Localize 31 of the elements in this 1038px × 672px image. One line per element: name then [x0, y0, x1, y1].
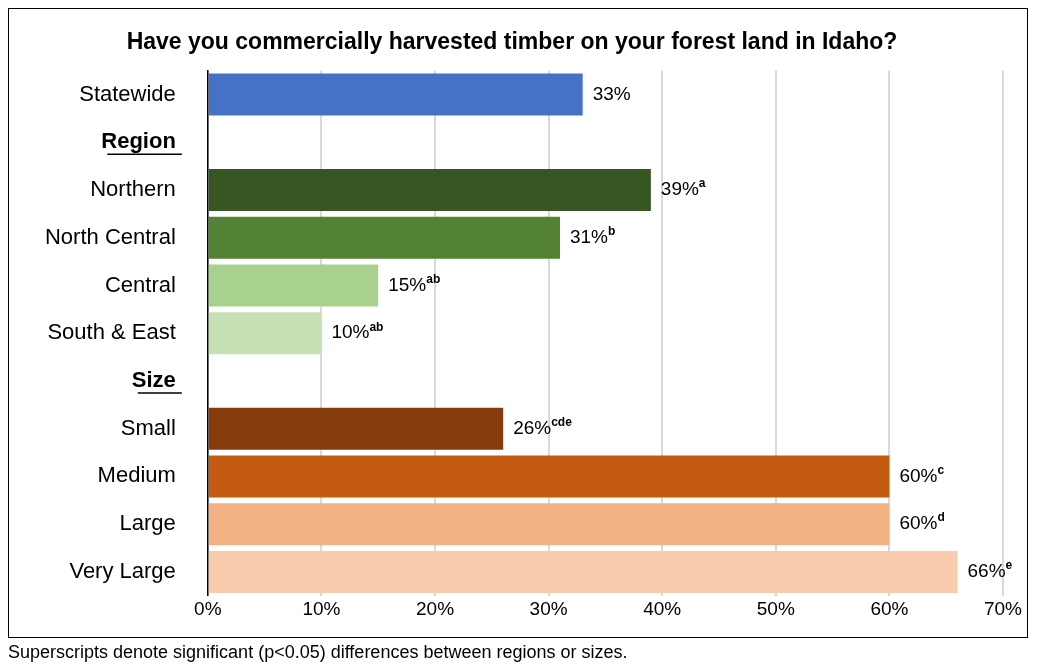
bar	[208, 312, 322, 355]
y-tick-label: Very Large	[69, 557, 176, 583]
data-label: 33%	[592, 82, 631, 104]
bar	[208, 407, 504, 450]
bar	[208, 455, 890, 498]
x-tick-label: 20%	[416, 598, 455, 620]
bar	[208, 503, 890, 546]
y-tick-label: Small	[120, 414, 176, 440]
y-tick-label: Northern	[90, 176, 176, 202]
text: Superscripts denote significant (p<0.05) differences between regions or sizes.	[8, 642, 629, 663]
y-tick-label: North Central	[44, 223, 176, 249]
y-tick-label: Statewide	[79, 80, 176, 106]
bar	[208, 168, 651, 211]
y-tick-label: Medium	[97, 462, 176, 488]
y-tick-label: Size	[131, 367, 176, 393]
bar	[208, 216, 560, 259]
x-tick-label: 70%	[983, 598, 1023, 620]
x-tick-label: 50%	[756, 598, 795, 620]
x-tick-label: 40%	[643, 598, 682, 620]
x-tick-label: 0%	[194, 598, 222, 620]
bar	[208, 73, 583, 116]
x-tick-label: 10%	[302, 598, 341, 620]
y-tick-label: South & East	[47, 319, 176, 345]
bar	[208, 264, 379, 307]
x-tick-label: 60%	[870, 598, 909, 620]
bar	[208, 550, 958, 593]
chart-title: Have you commercially harvested timber on your forest land in Idaho?	[126, 28, 898, 55]
x-tick-label: 30%	[529, 598, 568, 620]
y-tick-label: Large	[119, 510, 176, 536]
y-tick-label: Central	[104, 271, 176, 297]
y-tick-label: Region	[101, 128, 176, 154]
